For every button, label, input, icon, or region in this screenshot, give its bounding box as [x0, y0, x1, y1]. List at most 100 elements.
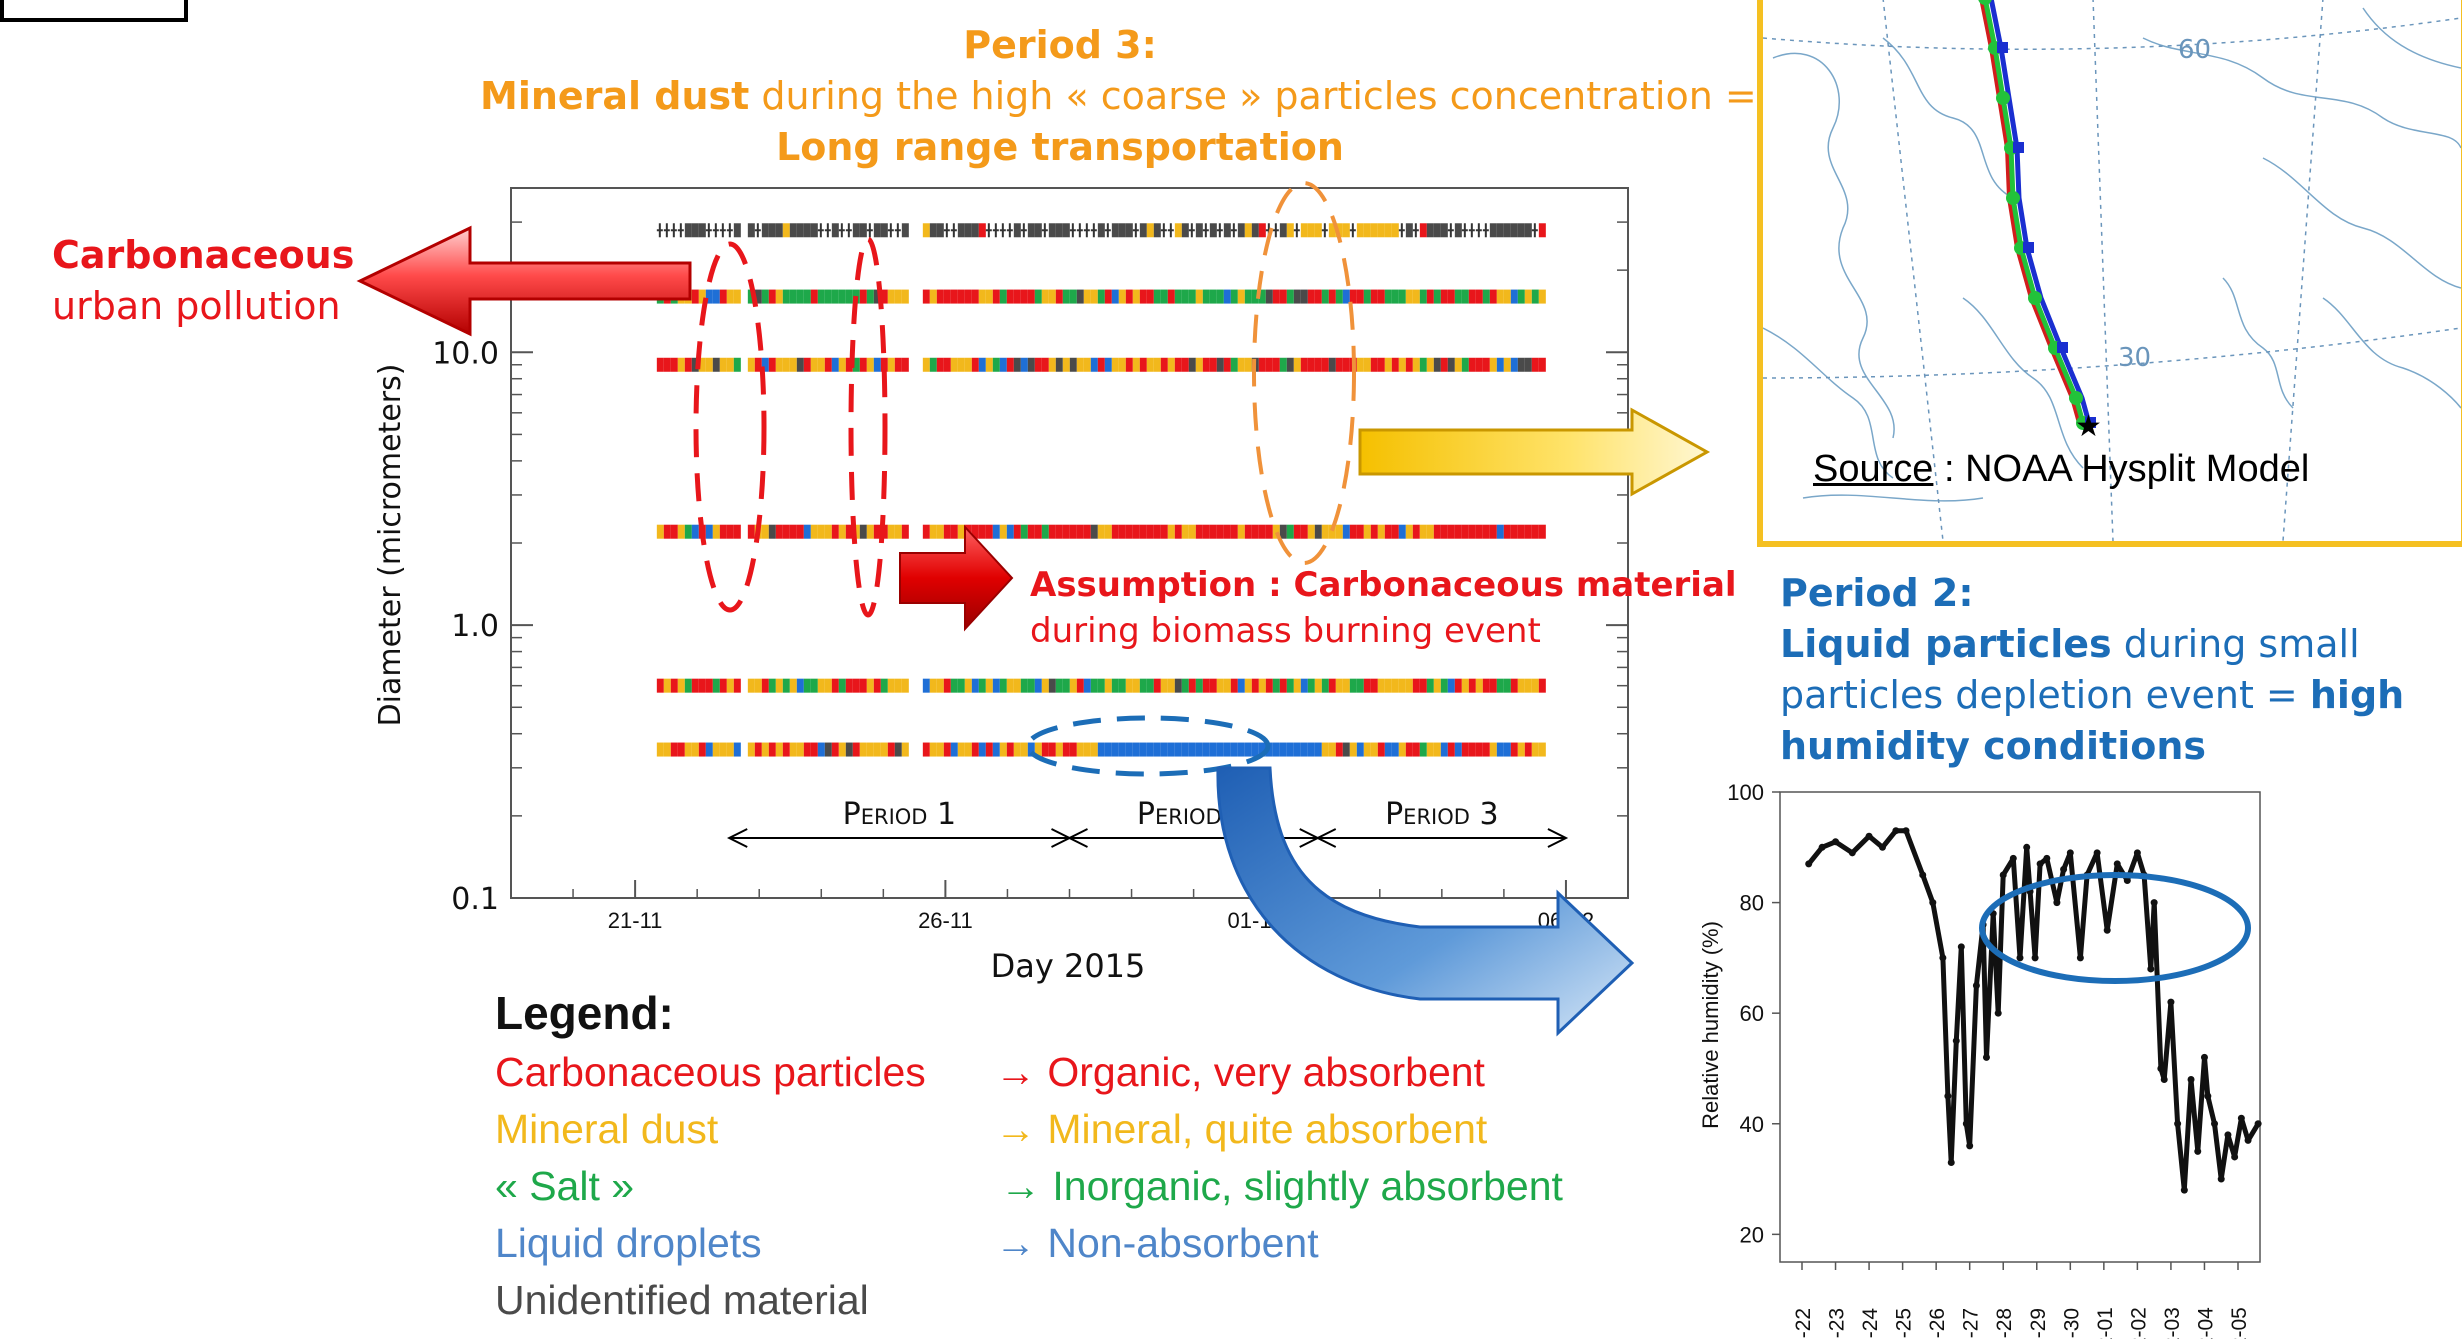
size-mark	[1216, 678, 1224, 693]
size-mark	[691, 524, 699, 539]
size-mark	[761, 524, 769, 539]
size-mark	[978, 357, 986, 372]
size-mark	[677, 357, 685, 372]
size-mark	[1433, 742, 1441, 757]
size-mark	[971, 742, 979, 757]
trajectory-marker	[1996, 91, 2010, 105]
legend-label: Unidentified material	[495, 1277, 869, 1323]
legend-description: → Mineral, quite absorbent	[995, 1106, 1488, 1152]
rh-point	[1944, 1092, 1952, 1100]
size-mark	[1230, 678, 1238, 693]
size-mark	[1447, 357, 1455, 372]
size-mark	[761, 742, 769, 757]
size-mark	[698, 357, 706, 372]
size-mark	[1076, 357, 1084, 372]
size-mark	[1027, 524, 1035, 539]
size-mark	[726, 524, 734, 539]
size-mark	[1055, 742, 1063, 757]
size-mark	[1426, 289, 1434, 304]
size-mark	[1223, 357, 1231, 372]
size-mark	[985, 524, 993, 539]
size-mark	[747, 223, 755, 238]
size-mark	[1356, 524, 1364, 539]
size-mark	[1286, 357, 1294, 372]
size-mark	[1265, 678, 1273, 693]
size-mark	[782, 524, 790, 539]
size-mark	[971, 357, 979, 372]
size-mark	[1356, 223, 1364, 238]
size-mark	[1286, 678, 1294, 693]
size-mark	[943, 357, 951, 372]
size-mark	[1069, 742, 1077, 757]
size-mark	[1349, 678, 1357, 693]
size-mark	[1370, 357, 1378, 372]
size-mark	[852, 678, 860, 693]
size-mark	[999, 678, 1007, 693]
rh-ytick-label: 20	[1740, 1222, 1764, 1247]
size-mark	[1216, 289, 1224, 304]
size-mark	[1405, 524, 1413, 539]
size-mark	[1027, 289, 1035, 304]
size-mark	[1265, 524, 1273, 539]
size-mark	[978, 678, 986, 693]
size-mark	[838, 357, 846, 372]
rh-point	[1892, 827, 1900, 835]
size-mark	[929, 742, 937, 757]
size-mark	[1370, 742, 1378, 757]
size-mark	[1468, 289, 1476, 304]
rh-point	[2133, 849, 2141, 857]
size-mark	[1251, 742, 1259, 757]
size-mark	[1251, 678, 1259, 693]
size-mark	[1293, 289, 1301, 304]
size-mark	[1111, 742, 1119, 757]
size-mark	[817, 524, 825, 539]
size-mark	[796, 223, 804, 238]
size-mark	[1447, 524, 1455, 539]
size-mark	[1090, 678, 1098, 693]
size-mark	[1328, 678, 1336, 693]
size-mark	[1335, 678, 1343, 693]
size-mark	[1461, 524, 1469, 539]
size-mark	[1363, 289, 1371, 304]
size-mark	[887, 524, 895, 539]
size-mark	[936, 357, 944, 372]
size-mark	[1321, 742, 1329, 757]
size-mark	[1139, 678, 1147, 693]
size-mark	[831, 289, 839, 304]
size-mark	[1167, 678, 1175, 693]
rh-point	[1999, 871, 2007, 879]
size-mark	[1482, 742, 1490, 757]
size-mark	[1517, 742, 1525, 757]
size-mark	[1265, 289, 1273, 304]
size-mark	[1258, 223, 1266, 238]
rh-highlight-ellipse	[1979, 872, 2251, 984]
size-mark	[1496, 524, 1504, 539]
size-mark	[1132, 742, 1140, 757]
size-mark	[866, 289, 874, 304]
rh-point	[2217, 1175, 2225, 1183]
size-mark	[1048, 223, 1056, 238]
period2-liquid: Liquid particles	[1780, 622, 2112, 666]
size-mark	[796, 742, 804, 757]
map-coastlines	[1763, 7, 2461, 502]
size-mark	[1104, 357, 1112, 372]
size-mark	[1069, 289, 1077, 304]
size-mark	[992, 289, 1000, 304]
size-mark	[656, 357, 664, 372]
size-mark	[971, 289, 979, 304]
rh-point	[2244, 1136, 2252, 1144]
size-mark	[1160, 524, 1168, 539]
size-mark	[754, 678, 762, 693]
size-mark	[1321, 678, 1329, 693]
rh-point	[2060, 865, 2068, 873]
map-lat-60: 60	[2178, 35, 2211, 65]
size-mark	[929, 223, 937, 238]
size-mark	[1531, 357, 1539, 372]
size-mark	[866, 678, 874, 693]
size-mark	[1426, 357, 1434, 372]
size-mark	[1440, 357, 1448, 372]
size-mark	[1524, 678, 1532, 693]
size-mark	[1083, 678, 1091, 693]
size-mark	[1398, 357, 1406, 372]
size-mark	[1062, 524, 1070, 539]
